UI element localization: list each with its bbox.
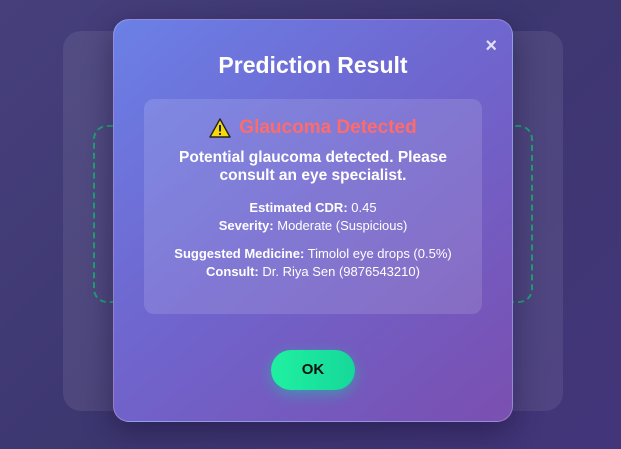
close-icon[interactable]: ×	[485, 35, 497, 57]
medicine-label: Suggested Medicine:	[174, 246, 305, 261]
consult-row: Consult: Dr. Riya Sen (9876543210)	[158, 263, 468, 281]
severity-value: Moderate (Suspicious)	[277, 218, 408, 233]
details-block: Estimated CDR: 0.45 Severity: Moderate (…	[144, 199, 482, 235]
severity-label: Severity:	[218, 218, 274, 233]
ok-button[interactable]: OK	[271, 350, 355, 390]
consult-value: Dr. Riya Sen (9876543210)	[262, 264, 420, 279]
status-row: Glaucoma Detected	[144, 117, 482, 139]
severity-row: Severity: Moderate (Suspicious)	[144, 217, 482, 235]
prediction-modal: × Prediction Result Glaucoma Detected Po…	[113, 19, 513, 422]
medicine-value: Timolol eye drops (0.5%)	[307, 246, 452, 261]
result-box: Glaucoma Detected Potential glaucoma det…	[144, 99, 482, 314]
cdr-row: Estimated CDR: 0.45	[144, 199, 482, 217]
cdr-label: Estimated CDR:	[249, 200, 348, 215]
warning-icon	[209, 118, 231, 138]
consult-label: Consult:	[206, 264, 259, 279]
modal-title: Prediction Result	[218, 52, 408, 78]
medicine-row: Suggested Medicine: Timolol eye drops (0…	[158, 245, 468, 263]
cdr-value: 0.45	[351, 200, 377, 215]
result-message: Potential glaucoma detected. Please cons…	[179, 149, 447, 184]
status-text: Glaucoma Detected	[239, 117, 417, 138]
recommendation-block: Suggested Medicine: Timolol eye drops (0…	[158, 245, 468, 281]
